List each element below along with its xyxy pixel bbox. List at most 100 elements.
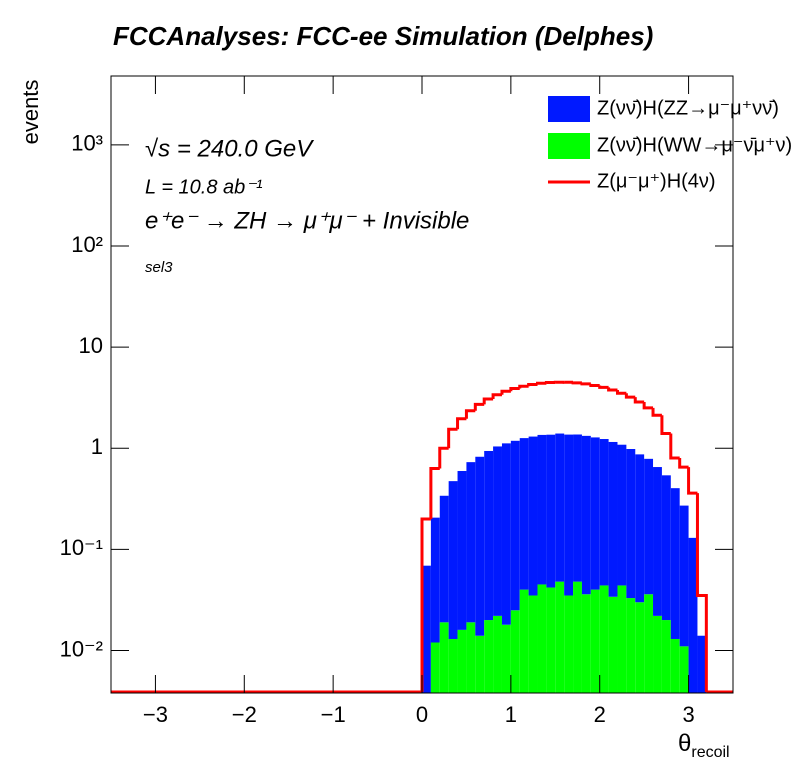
histogram-step <box>509 386 520 392</box>
histogram-bar <box>466 462 476 623</box>
histogram-step <box>447 427 458 449</box>
y-tick-label: 10³ <box>71 131 103 156</box>
y-tick-label: 10 <box>79 333 103 358</box>
histogram-bar <box>573 434 582 582</box>
histogram-step <box>589 383 600 387</box>
histogram-bar <box>555 581 565 693</box>
histogram-bar <box>510 610 520 693</box>
histogram-bar <box>661 620 671 693</box>
histogram-step <box>598 385 609 389</box>
histogram-bar <box>635 602 645 693</box>
histogram-bar <box>475 635 485 693</box>
histogram-step <box>482 397 494 405</box>
histogram-bar <box>519 438 529 590</box>
histogram-step <box>518 384 529 389</box>
legend-swatch <box>548 133 590 159</box>
histogram-bar <box>599 585 609 693</box>
histogram-bar <box>546 434 556 588</box>
histogram-bar <box>555 433 565 582</box>
y-axis-label: events <box>18 80 43 145</box>
histogram-bar <box>528 436 538 596</box>
x-tick-label: −1 <box>321 702 346 727</box>
histogram-bar <box>617 585 627 693</box>
histogram-bar <box>679 646 689 693</box>
histogram-bar <box>510 440 520 611</box>
histogram-bar <box>644 458 654 595</box>
histogram-bar <box>466 622 476 693</box>
histogram-step <box>536 381 547 385</box>
chart-title: FCCAnalyses: FCC-ee Simulation (Delphes) <box>113 21 653 51</box>
histogram-bar <box>430 517 440 643</box>
histogram-bar <box>457 470 467 630</box>
histogram-bar <box>697 635 707 693</box>
y-tick-label: 10² <box>71 232 103 257</box>
x-tick-label: 3 <box>682 702 694 727</box>
histogram-step <box>642 401 654 410</box>
histogram-bar <box>581 435 591 595</box>
histogram-bar <box>430 642 440 693</box>
histogram-bar <box>484 450 494 621</box>
x-tick-label: 2 <box>594 702 606 727</box>
histogram-bar <box>670 488 680 639</box>
histogram-step <box>687 467 698 495</box>
histogram-step <box>544 380 556 384</box>
y-tick-label: 1 <box>91 434 103 459</box>
annotation: sel3 <box>145 259 173 276</box>
histogram-step <box>695 493 708 692</box>
x-tick-label: 1 <box>505 702 517 727</box>
histogram-bar <box>670 638 680 693</box>
histogram-step <box>615 389 627 395</box>
histogram-step <box>660 415 671 435</box>
x-tick-label: −3 <box>143 702 168 727</box>
histogram-step <box>473 402 485 411</box>
histogram-bar <box>448 638 458 693</box>
histogram-bar <box>635 454 645 603</box>
histogram-bar <box>439 495 449 623</box>
histogram-bar <box>688 537 698 693</box>
annotation: √s = 240.0 GeV <box>145 135 314 162</box>
histogram-bar <box>564 595 574 693</box>
histogram-bar <box>528 595 538 693</box>
histogram-step <box>429 467 440 519</box>
histogram-step <box>500 389 511 395</box>
histogram-bar <box>475 456 485 636</box>
histogram-bar <box>626 598 636 693</box>
histogram-bar <box>519 589 529 693</box>
annotation: L = 10.8 ab⁻¹ <box>145 176 263 198</box>
histogram-step <box>527 383 538 387</box>
histogram-bar <box>590 437 600 590</box>
histogram-step <box>491 393 502 399</box>
histogram-bar <box>457 629 467 693</box>
y-tick-label: 10⁻¹ <box>60 535 103 560</box>
x-tick-label: 0 <box>416 702 428 727</box>
histogram-step <box>580 382 591 386</box>
histogram-bar <box>653 467 662 616</box>
histogram-bar <box>679 505 689 647</box>
histogram-bar <box>537 584 547 693</box>
histogram-bar <box>581 594 591 693</box>
legend-swatch <box>548 96 590 122</box>
x-axis-subscript: recoil <box>691 744 729 761</box>
histogram-bar <box>448 481 458 639</box>
legend-label: Z(νν̄)H(ZZ→μ⁻μ⁺νν̄) <box>597 97 779 119</box>
legend-label: Z(νν̄)H(WW→μ⁻ν̄μ⁺ν) <box>597 134 792 156</box>
x-axis-label: θrecoil <box>678 730 730 761</box>
histogram-step <box>624 393 636 399</box>
legend-label: Z(μ⁻μ⁺)H(4ν) <box>597 170 716 192</box>
x-tick-label: −2 <box>232 702 257 727</box>
histogram-bar <box>564 434 574 596</box>
histogram-step <box>571 381 582 385</box>
histogram-step <box>678 458 689 469</box>
histogram-bar <box>422 565 431 693</box>
histogram-bar <box>661 475 671 621</box>
histogram-bar <box>608 441 618 597</box>
histogram-step <box>438 446 449 469</box>
histogram-bar <box>644 594 654 693</box>
histogram-bar <box>599 439 609 586</box>
histogram-bar <box>590 589 600 693</box>
histogram-bar <box>501 624 511 693</box>
histogram-step <box>669 433 680 460</box>
histogram-step <box>456 417 467 430</box>
